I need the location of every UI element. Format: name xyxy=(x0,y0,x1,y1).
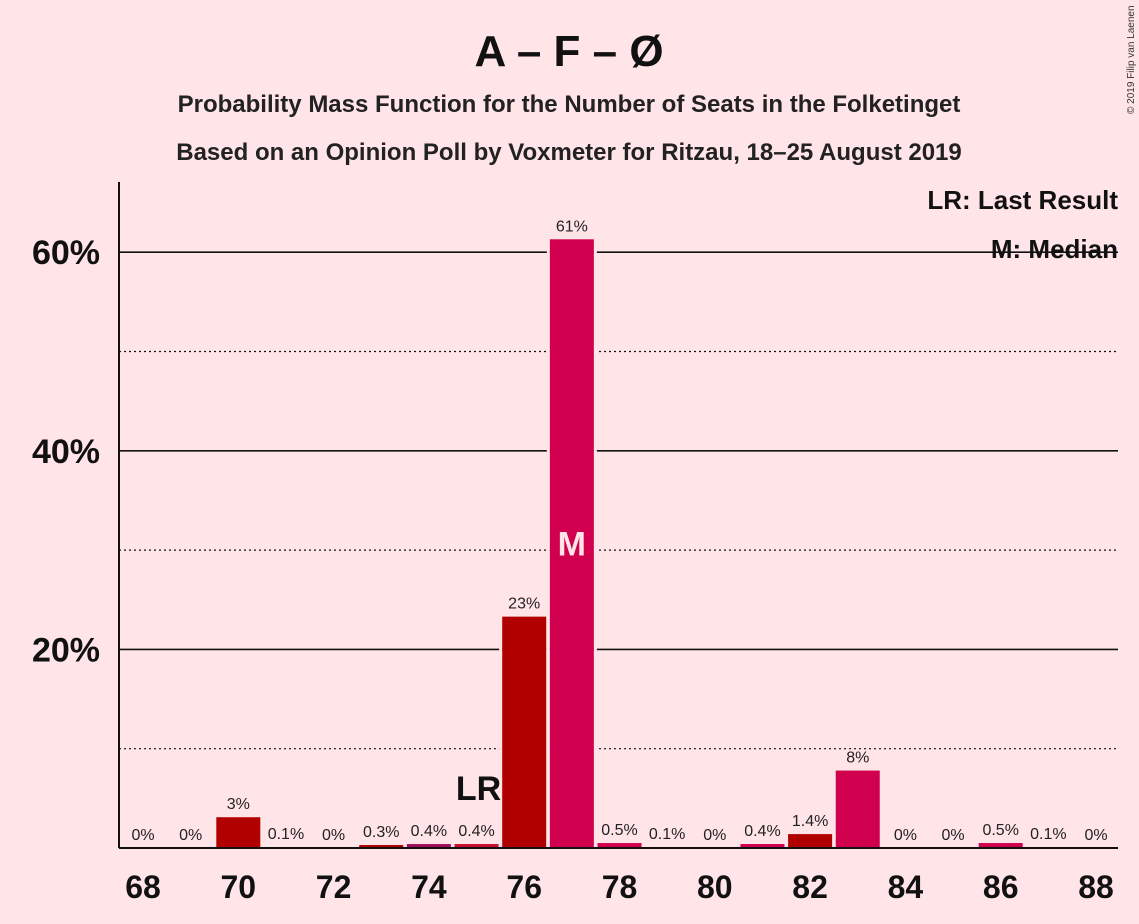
legend-last-result: LR: Last Result xyxy=(927,185,1118,215)
bar-seat-70 xyxy=(216,817,261,848)
data-label-seat-75: 0.4% xyxy=(458,823,494,840)
grid-gap xyxy=(593,448,597,453)
bars xyxy=(216,239,1071,849)
x-tick-label: 86 xyxy=(983,869,1019,905)
bar-seat-73 xyxy=(359,845,404,848)
data-label-seat-78: 0.5% xyxy=(601,822,637,839)
x-tick-label: 68 xyxy=(125,869,161,905)
grid-gap xyxy=(546,647,550,652)
data-label-seat-68: 0% xyxy=(131,827,154,844)
x-tick-label: 80 xyxy=(697,869,733,905)
grid-gap xyxy=(546,448,550,453)
grid-gap xyxy=(593,746,597,751)
data-labels: 0% 0% 3% 0.1% 0% 0.3% 0.4% 0.4% 23% 61% 0.5% 0.1% 0%… xyxy=(131,218,1107,844)
chart-subtitle-1: Probability Mass Function for the Number… xyxy=(178,91,961,118)
grid-gap xyxy=(546,349,550,354)
grid-gap xyxy=(593,250,597,255)
bar-seat-83 xyxy=(835,770,880,848)
x-tick-label: 70 xyxy=(221,869,257,905)
bar-seat-76 xyxy=(502,616,547,848)
y-tick-label: 20% xyxy=(32,631,100,669)
data-label-seat-84: 0% xyxy=(894,827,917,844)
gridlines xyxy=(119,250,1118,751)
chart-subtitle-2: Based on an Opinion Poll by Voxmeter for… xyxy=(176,139,962,166)
data-label-seat-73: 0.3% xyxy=(363,824,399,841)
y-tick-label: 60% xyxy=(32,234,100,272)
bar-seat-82 xyxy=(788,834,833,848)
data-label-seat-82: 1.4% xyxy=(792,813,828,830)
data-label-seat-85: 0% xyxy=(941,827,964,844)
data-label-seat-79: 0.1% xyxy=(649,826,685,843)
data-label-seat-80: 0% xyxy=(703,827,726,844)
data-label-seat-87: 0.1% xyxy=(1030,826,1066,843)
x-tick-labels: 68 70 72 74 76 78 80 82 84 86 88 xyxy=(125,869,1114,905)
data-label-seat-70: 3% xyxy=(227,796,250,813)
bar-seat-81 xyxy=(740,844,785,848)
y-tick-labels: 20% 40% 60% xyxy=(32,234,100,669)
x-tick-label: 78 xyxy=(602,869,638,905)
y-tick-label: 40% xyxy=(32,433,100,471)
copyright-note: © 2019 Filip van Laenen xyxy=(1126,5,1137,114)
axes xyxy=(118,182,1118,849)
bar-seat-78 xyxy=(597,843,642,848)
data-label-seat-76: 23% xyxy=(508,596,540,613)
x-tick-label: 82 xyxy=(792,869,828,905)
bar-seat-77 xyxy=(549,239,594,848)
grid-gap xyxy=(546,250,550,255)
data-label-seat-81: 0.4% xyxy=(744,823,780,840)
x-tick-label: 84 xyxy=(888,869,924,905)
bar-seat-75 xyxy=(454,844,499,848)
data-label-seat-88: 0% xyxy=(1084,827,1107,844)
data-label-seat-72: 0% xyxy=(322,827,345,844)
grid-gap xyxy=(593,349,597,354)
grid-gap xyxy=(593,548,597,553)
grid-gap xyxy=(546,548,550,553)
x-tick-label: 88 xyxy=(1078,869,1114,905)
data-label-seat-69: 0% xyxy=(179,827,202,844)
x-tick-label: 74 xyxy=(411,869,447,905)
grid-gap xyxy=(546,746,550,751)
data-label-seat-71: 0.1% xyxy=(268,826,304,843)
chart-title: A – F – Ø xyxy=(474,27,663,76)
last-result-marker: LR xyxy=(456,770,501,808)
data-label-seat-74: 0.4% xyxy=(411,823,447,840)
grid-gap xyxy=(593,647,597,652)
grid-gap xyxy=(499,647,503,652)
grid-gap xyxy=(499,746,503,751)
legend-median: M: Median xyxy=(991,234,1118,264)
x-tick-label: 72 xyxy=(316,869,352,905)
data-label-seat-77: 61% xyxy=(556,218,588,235)
median-marker: M xyxy=(558,526,586,564)
x-tick-label: 76 xyxy=(506,869,542,905)
bar-seat-86 xyxy=(978,843,1023,848)
data-label-seat-83: 8% xyxy=(846,750,869,767)
bar-seat-74 xyxy=(406,844,451,848)
data-label-seat-86: 0.5% xyxy=(982,822,1018,839)
